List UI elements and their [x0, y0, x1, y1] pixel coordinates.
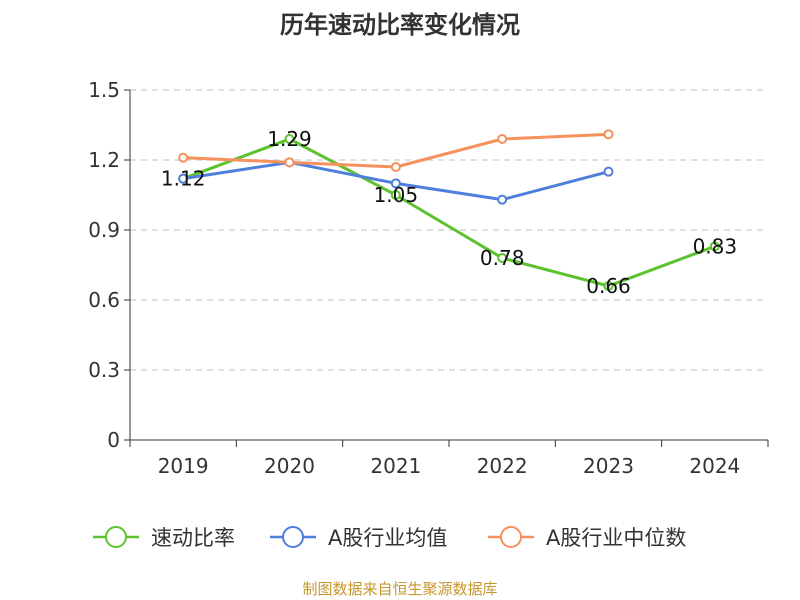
- data-point: [178, 173, 189, 184]
- legend-marker: [500, 526, 522, 548]
- data-point: [603, 166, 614, 177]
- gridlines: [130, 89, 768, 371]
- x-tick-label: 2022: [477, 454, 528, 478]
- legend: 速动比率 A股行业均值 A股行业中位数: [93, 526, 686, 550]
- data-point: [178, 152, 189, 163]
- legend-item: 速动比率: [93, 526, 235, 550]
- data-point: [497, 134, 508, 144]
- data-label: 0.66: [586, 274, 631, 298]
- data-labels: 1.12 1.29 1.05 0.78 0.66 0.83: [161, 127, 737, 298]
- data-point: [603, 129, 614, 140]
- x-tick-label: 2023: [583, 454, 634, 478]
- x-tick-label: 2019: [158, 454, 209, 478]
- legend-marker: [282, 526, 304, 548]
- y-tick-label: 1.2: [88, 148, 120, 172]
- y-tick-label: 1.5: [88, 78, 120, 102]
- y-tick-label: 0: [107, 428, 120, 452]
- series-group: [178, 129, 720, 291]
- data-point: [284, 134, 295, 144]
- data-point: [603, 281, 614, 291]
- source-footer: 制图数据来自恒生聚源数据库: [302, 580, 497, 598]
- legend-item: A股行业中位数: [488, 526, 686, 550]
- data-label: 0.83: [693, 234, 738, 258]
- data-point: [390, 162, 401, 172]
- chart-title: 历年速动比率变化情况: [280, 11, 520, 39]
- y-tick-label: 0.9: [88, 218, 120, 242]
- y-tick-label: 0.6: [88, 288, 120, 312]
- series-line: [182, 137, 716, 288]
- data-point: [284, 157, 295, 168]
- y-tick-label: 0.3: [88, 358, 120, 382]
- legend-label: 速动比率: [151, 526, 235, 550]
- x-tick-label: 2020: [264, 454, 315, 478]
- x-tick-label: 2021: [370, 454, 421, 478]
- x-tick-label: 2024: [689, 454, 740, 478]
- legend-marker: [105, 526, 127, 548]
- legend-item: A股行业均值: [270, 526, 447, 550]
- legend-label: A股行业中位数: [546, 526, 686, 550]
- data-label: 1.05: [374, 183, 419, 207]
- data-point: [709, 241, 720, 252]
- data-label: 1.12: [161, 167, 206, 191]
- axes: 0 0.3 0.6 0.9 1.2 1.5 2019 2020 2021 2022 2023 2024: [88, 78, 769, 478]
- data-point: [497, 253, 508, 263]
- data-point: [497, 194, 508, 205]
- data-label: 1.29: [267, 127, 312, 151]
- legend-label: A股行业均值: [328, 526, 447, 550]
- data-point: [390, 178, 401, 189]
- data-point: [390, 190, 401, 200]
- data-label: 0.78: [480, 246, 525, 270]
